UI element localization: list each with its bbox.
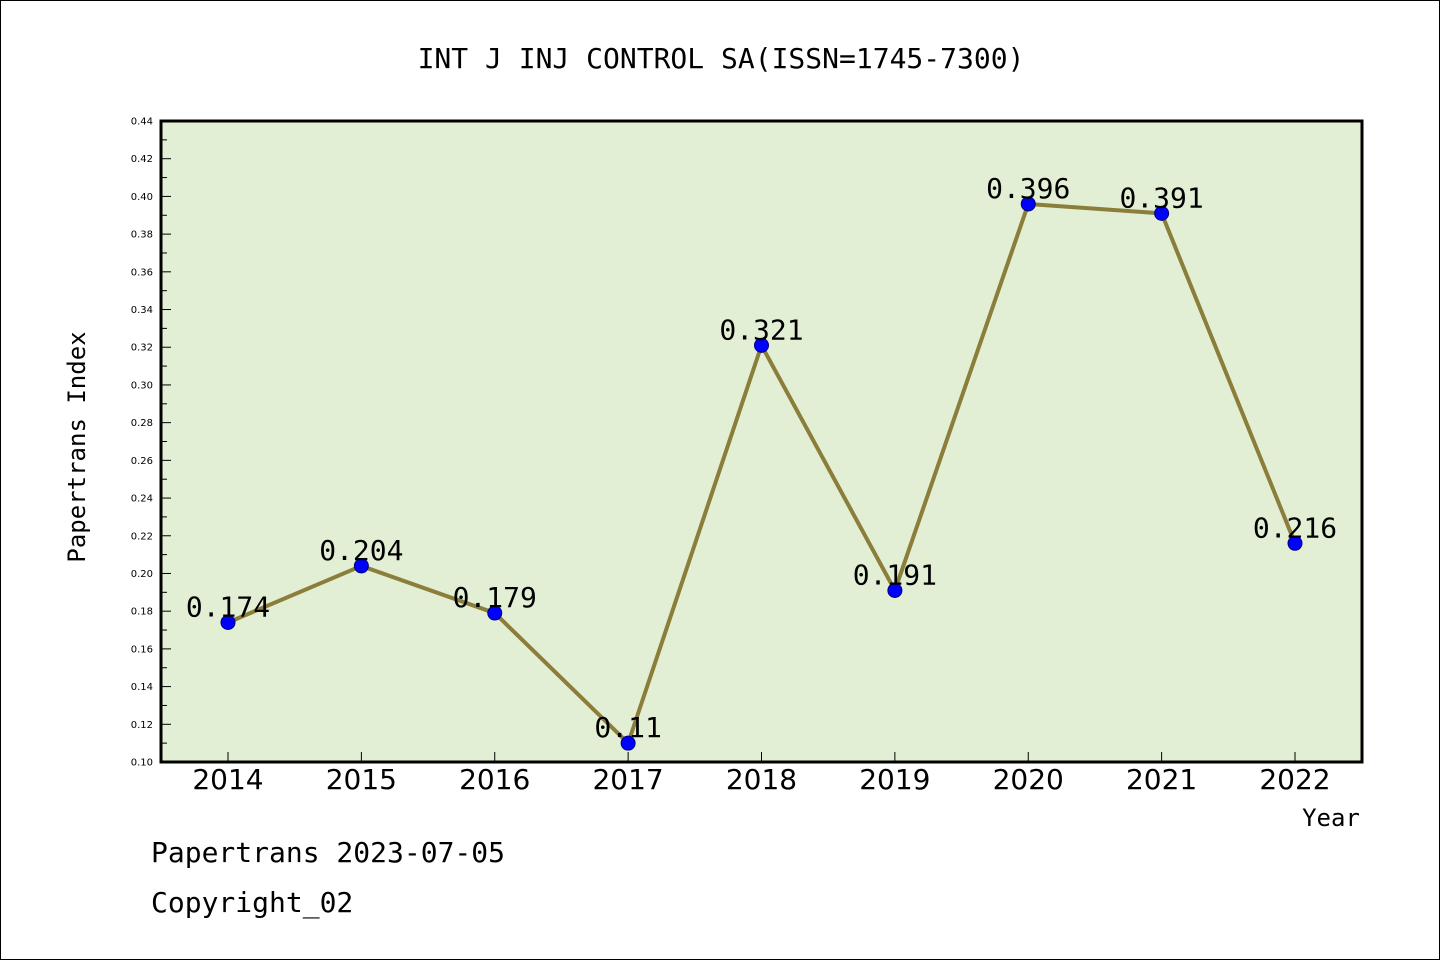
data-point bbox=[620, 735, 636, 751]
y-tick-label: 0.24 bbox=[131, 494, 153, 505]
y-tick-label: 0.28 bbox=[131, 418, 153, 429]
footer-copyright: Copyright_02 bbox=[151, 886, 354, 919]
footer-date-line: Papertrans 2023-07-05 bbox=[151, 836, 506, 869]
x-tick-label: 2018 bbox=[726, 763, 797, 796]
y-tick-label: 0.40 bbox=[131, 192, 153, 203]
x-tick-label: 2022 bbox=[1259, 763, 1330, 796]
x-tick-label: 2015 bbox=[326, 763, 397, 796]
data-point bbox=[1154, 205, 1170, 221]
y-tick-label: 0.20 bbox=[131, 569, 153, 580]
data-label: 0.191 bbox=[853, 558, 937, 591]
data-point bbox=[353, 558, 369, 574]
y-tick-label: 0.32 bbox=[131, 343, 153, 354]
data-point bbox=[1020, 196, 1036, 212]
y-tick-label: 0.18 bbox=[131, 607, 153, 618]
y-axis: 0.10 0.12 0.14 0.16 0.18 0.20 0.22 0.24 0.26 0.28… bbox=[131, 117, 171, 769]
data-label: 0.396 bbox=[986, 172, 1070, 205]
y-tick-label: 0.10 bbox=[131, 758, 153, 769]
data-label: 0.204 bbox=[319, 534, 403, 567]
data-point bbox=[887, 582, 903, 598]
y-tick-label: 0.26 bbox=[131, 456, 153, 467]
chart-title: INT J INJ CONTROL SA(ISSN=1745-7300) bbox=[418, 42, 1025, 75]
y-tick-label: 0.12 bbox=[131, 720, 153, 731]
y-tick-label: 0.42 bbox=[131, 154, 153, 165]
y-tick-label: 0.14 bbox=[131, 682, 153, 693]
y-tick-label: 0.38 bbox=[131, 230, 153, 241]
data-point bbox=[487, 605, 503, 621]
y-tick-label: 0.30 bbox=[131, 380, 153, 391]
x-tick-label: 2016 bbox=[459, 763, 530, 796]
x-tick-label: 2020 bbox=[993, 763, 1064, 796]
x-tick-label: 2014 bbox=[192, 763, 263, 796]
data-point bbox=[754, 337, 769, 353]
x-tick-label: 2021 bbox=[1126, 763, 1197, 796]
x-axis: 2014 2015 2016 2017 2018 2019 2020 2021 2022 bbox=[192, 752, 1331, 796]
data-label: 0.391 bbox=[1119, 181, 1203, 214]
data-label: 0.216 bbox=[1253, 511, 1337, 544]
y-tick-label: 0.34 bbox=[131, 305, 153, 316]
data-label: 0.321 bbox=[719, 313, 803, 346]
series-layer: 0.174 0.204 0.179 0.11 0.321 0.191 0.396 0.391 0… bbox=[186, 172, 1337, 751]
x-tick-label: 2019 bbox=[859, 763, 930, 796]
x-tick-label: 2017 bbox=[592, 763, 663, 796]
data-point bbox=[1287, 535, 1303, 551]
y-tick-label: 0.16 bbox=[131, 644, 153, 655]
y-tick-label: 0.44 bbox=[131, 117, 153, 128]
data-label: 0.174 bbox=[186, 590, 270, 623]
data-point bbox=[220, 614, 236, 630]
y-tick-label: 0.36 bbox=[131, 267, 153, 278]
x-axis-title: Year bbox=[1302, 804, 1360, 832]
y-axis-title: Papertrans Index bbox=[63, 331, 91, 562]
data-label: 0.11 bbox=[594, 711, 661, 744]
data-label: 0.179 bbox=[453, 581, 537, 614]
y-tick-label: 0.22 bbox=[131, 531, 153, 542]
plot-area bbox=[159, 119, 1364, 764]
